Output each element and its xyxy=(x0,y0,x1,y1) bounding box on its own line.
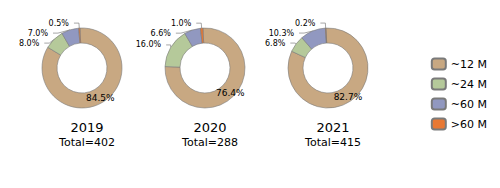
svg-text:10.3%: 10.3% xyxy=(269,29,295,38)
svg-text:1.0%: 1.0% xyxy=(171,19,192,28)
svg-text:6.8%: 6.8% xyxy=(265,39,286,48)
svg-text:16.0%: 16.0% xyxy=(136,40,162,49)
svg-text:2021: 2021 xyxy=(316,120,349,135)
svg-text:76.4%: 76.4% xyxy=(216,88,245,98)
svg-text:0.2%: 0.2% xyxy=(295,19,316,28)
svg-text:~12 M: ~12 M xyxy=(451,58,487,71)
svg-text:8.0%: 8.0% xyxy=(19,39,40,48)
svg-text:0.5%: 0.5% xyxy=(49,19,70,28)
svg-text:2019: 2019 xyxy=(70,120,103,135)
svg-text:2020: 2020 xyxy=(193,120,226,135)
svg-text:Total=415: Total=415 xyxy=(304,136,361,149)
svg-text:~60 M: ~60 M xyxy=(451,98,487,111)
svg-text:>60 M: >60 M xyxy=(451,118,487,131)
svg-text:6.6%: 6.6% xyxy=(151,29,172,38)
svg-text:Total=402: Total=402 xyxy=(58,136,115,149)
svg-text:84.5%: 84.5% xyxy=(86,93,115,103)
svg-text:7.0%: 7.0% xyxy=(28,29,49,38)
svg-text:~24 M: ~24 M xyxy=(451,78,487,91)
svg-text:82.7%: 82.7% xyxy=(334,92,363,102)
svg-text:Total=288: Total=288 xyxy=(181,136,238,149)
